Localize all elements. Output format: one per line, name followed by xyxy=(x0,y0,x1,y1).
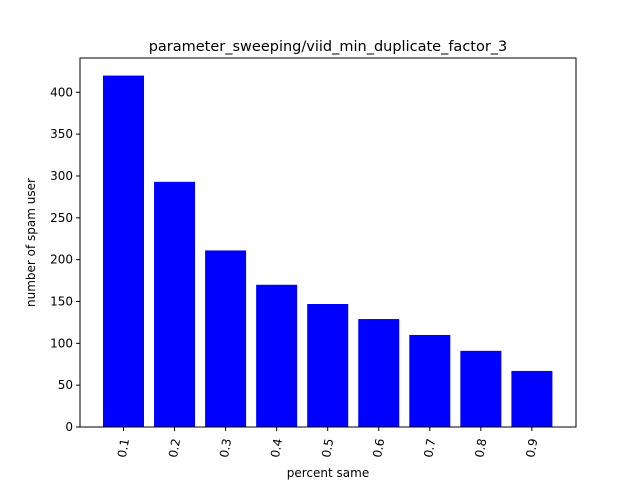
y-tick-label: 400 xyxy=(50,85,73,99)
x-tick-label: 0.9 xyxy=(523,437,540,458)
y-tick-label: 300 xyxy=(50,169,73,183)
bar-0.8 xyxy=(460,350,502,427)
x-tick-label: 0.3 xyxy=(217,437,234,458)
x-tick-label: 0.2 xyxy=(166,437,183,458)
x-tick-label: 0.7 xyxy=(421,437,438,458)
chart-title: parameter_sweeping/viid_min_duplicate_fa… xyxy=(149,39,508,55)
bar-0.1 xyxy=(103,75,144,427)
x-axis-label: percent same xyxy=(287,466,369,480)
y-tick-label: 0 xyxy=(65,420,73,434)
y-tick-label: 150 xyxy=(50,294,73,308)
y-tick-label: 250 xyxy=(50,211,73,225)
x-tick-label: 0.1 xyxy=(115,437,132,458)
x-axis-ticks: 0.1 0.2 0.3 0.4 0.5 0.6 0.7 0.8 0.9 xyxy=(115,427,540,459)
axes-frame xyxy=(79,57,577,428)
bars xyxy=(103,75,553,427)
y-tick-label: 50 xyxy=(58,378,73,392)
x-tick-label: 0.8 xyxy=(472,437,489,458)
bar-0.9 xyxy=(511,370,553,427)
x-tick-label: 0.5 xyxy=(319,437,336,458)
y-tick-label: 200 xyxy=(50,253,73,267)
y-axis-ticks: 0 50 100 150 200 250 300 350 400 xyxy=(50,85,80,434)
x-tick-label: 0.6 xyxy=(370,437,387,458)
bar-0.3 xyxy=(205,250,247,427)
bar-0.4 xyxy=(256,284,298,427)
x-tick-label: 0.4 xyxy=(268,437,285,458)
bar-0.7 xyxy=(409,334,451,427)
bar-0.5 xyxy=(307,304,349,427)
y-tick-label: 100 xyxy=(50,336,73,350)
y-tick-label: 350 xyxy=(50,127,73,141)
y-axis-label: number of spam user xyxy=(24,178,38,307)
bar-0.2 xyxy=(154,181,196,427)
bar-0.6 xyxy=(358,319,400,427)
